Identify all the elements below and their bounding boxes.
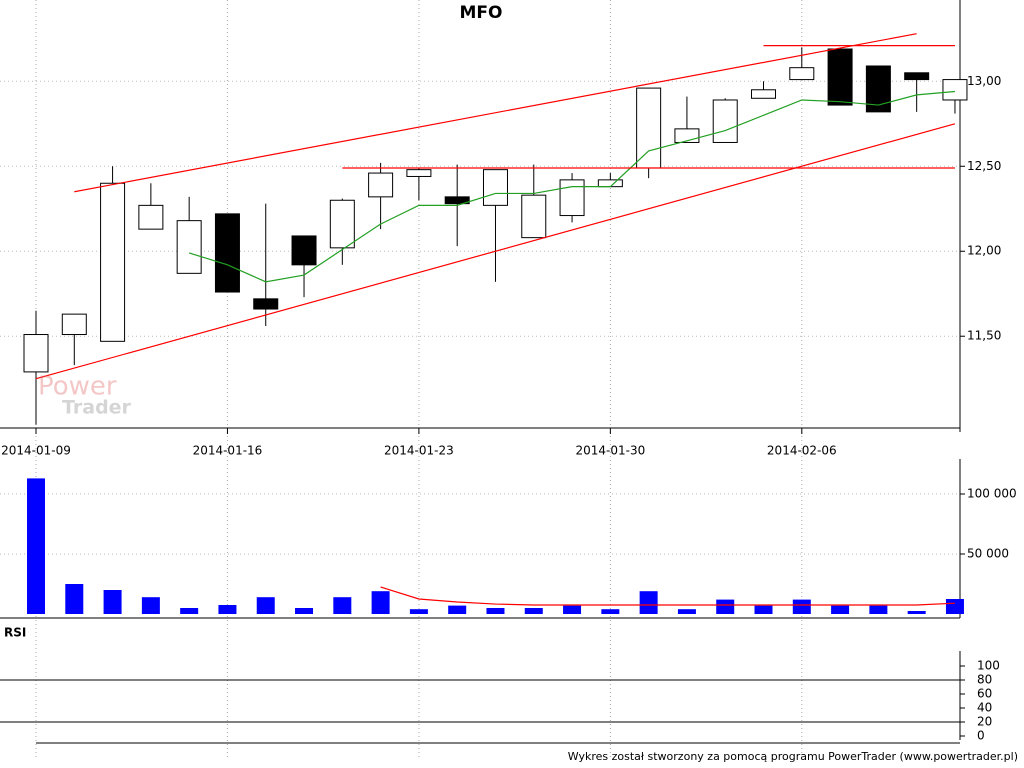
y-tick-label: 12,00 [967, 244, 1001, 258]
volume-average [380, 586, 955, 606]
volume-bar [409, 609, 428, 614]
volume-bar [677, 609, 696, 614]
trend-line [35, 123, 956, 380]
volume-bar [869, 605, 888, 614]
candle-body [100, 182, 126, 342]
y-tick-label: 11,50 [967, 329, 1001, 343]
y-tick-label: 20 [977, 715, 992, 729]
candle-body [904, 72, 930, 81]
chart-title: MFO [460, 3, 503, 23]
candle-body [827, 48, 853, 106]
volume-bar [945, 599, 964, 614]
volume-bar [141, 597, 160, 614]
candle-body [789, 67, 815, 81]
candle-body [61, 313, 87, 336]
moving-average [188, 90, 956, 283]
x-tick-label: 2014-01-30 [575, 444, 645, 458]
volume-bar [65, 584, 84, 614]
candle-body [751, 89, 777, 99]
volume-bar [792, 599, 811, 614]
volume-bar [486, 608, 505, 614]
y-tick-label: 60 [977, 687, 992, 701]
y-tick-label: 13,00 [967, 74, 1001, 88]
volume-bar [563, 605, 582, 614]
candle-body [406, 169, 432, 177]
candle-body [368, 172, 394, 198]
candle-body [444, 196, 470, 205]
candle-body [559, 179, 585, 217]
y-tick-label: 50 000 [967, 547, 1009, 561]
candle-body [482, 169, 508, 206]
volume-bar [256, 597, 275, 614]
x-tick-label: 2014-01-16 [193, 444, 263, 458]
candle-body [597, 179, 623, 188]
watermark-text: Trader [62, 397, 132, 419]
y-tick-label: 0 [977, 729, 985, 743]
volume-bar [218, 605, 237, 614]
y-tick-label: 100 [977, 659, 1000, 673]
candle-body [176, 220, 202, 274]
x-tick-label: 2014-01-09 [1, 444, 71, 458]
candle-body [942, 79, 968, 101]
candle-body [712, 99, 738, 143]
candle-body [214, 213, 240, 293]
volume-bar [180, 608, 199, 614]
volume-bar [448, 605, 467, 614]
volume-bar [716, 599, 735, 614]
candle-body [23, 334, 49, 373]
y-tick-label: 100 000 [967, 487, 1017, 501]
x-tick-label: 2014-02-06 [767, 444, 837, 458]
y-tick-label: 80 [977, 673, 992, 687]
volume-bar [754, 605, 773, 614]
x-tick-label: 2014-01-23 [384, 444, 454, 458]
volume-bar [601, 609, 620, 614]
candle-body [636, 87, 662, 169]
y-tick-label: 12,50 [967, 159, 1001, 173]
footer: Wykres został stworzony za pomocą progra… [568, 750, 1018, 763]
volume-bar [295, 608, 314, 614]
volume-bar [371, 591, 390, 614]
candle-body [253, 298, 279, 310]
candle-body [291, 235, 317, 266]
volume-bar [524, 608, 543, 614]
trend-line [74, 33, 917, 193]
volume-bar [27, 478, 45, 614]
candle-body [138, 204, 164, 230]
volume-bar [639, 591, 658, 614]
candle-body [329, 199, 355, 249]
watermark-text: Power [38, 372, 117, 402]
y-tick-label: 40 [977, 701, 992, 715]
volume-bar [333, 597, 352, 614]
watermark: Power Trader [38, 372, 132, 419]
volume-bar [907, 611, 926, 614]
volume-bar [831, 605, 850, 614]
panel-title: RSI [4, 626, 26, 640]
volume-bar [103, 590, 122, 614]
candle-body [521, 194, 547, 239]
